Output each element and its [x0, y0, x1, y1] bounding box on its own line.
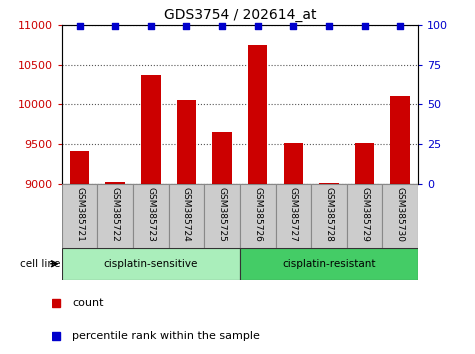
Bar	[169, 184, 204, 248]
Bar	[133, 184, 169, 248]
Bar	[240, 248, 418, 280]
Bar	[248, 45, 267, 184]
Bar	[62, 184, 97, 248]
Title: GDS3754 / 202614_at: GDS3754 / 202614_at	[163, 8, 316, 22]
Bar	[390, 96, 410, 184]
Text: count: count	[72, 298, 104, 308]
Bar	[212, 131, 232, 184]
Text: cell line: cell line	[20, 259, 60, 269]
Text: cisplatin-sensitive: cisplatin-sensitive	[104, 259, 198, 269]
Bar	[62, 248, 240, 280]
Point	[254, 23, 261, 29]
Text: GSM385721: GSM385721	[75, 187, 84, 242]
Bar	[97, 184, 133, 248]
Bar	[70, 151, 89, 184]
Point	[325, 23, 332, 29]
Text: GSM385728: GSM385728	[324, 187, 333, 242]
Bar	[105, 182, 125, 184]
Point	[361, 23, 369, 29]
Text: GSM385725: GSM385725	[218, 187, 227, 242]
Bar	[276, 184, 311, 248]
Point	[289, 23, 297, 29]
Text: GSM385723: GSM385723	[146, 187, 155, 242]
Text: GSM385722: GSM385722	[111, 187, 120, 242]
Bar	[382, 184, 418, 248]
Text: cisplatin-resistant: cisplatin-resistant	[282, 259, 376, 269]
Bar	[177, 100, 196, 184]
Text: GSM385726: GSM385726	[253, 187, 262, 242]
Bar	[347, 184, 382, 248]
Point	[182, 23, 190, 29]
Point	[111, 23, 119, 29]
Bar	[284, 143, 303, 184]
Text: percentile rank within the sample: percentile rank within the sample	[72, 331, 260, 341]
Bar	[355, 143, 374, 184]
Point	[147, 23, 155, 29]
Bar	[311, 184, 347, 248]
Text: GSM385729: GSM385729	[360, 187, 369, 242]
Bar	[240, 184, 276, 248]
Point	[76, 23, 84, 29]
Point	[218, 23, 226, 29]
Text: GSM385724: GSM385724	[182, 187, 191, 242]
Point	[396, 23, 404, 29]
Bar	[204, 184, 240, 248]
Text: GSM385730: GSM385730	[396, 187, 405, 242]
Bar	[141, 75, 161, 184]
Text: GSM385727: GSM385727	[289, 187, 298, 242]
Bar	[319, 183, 339, 184]
